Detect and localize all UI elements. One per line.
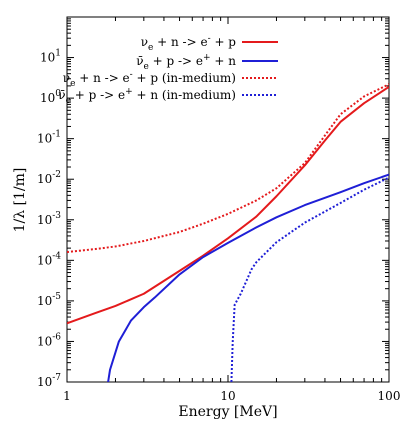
series-line-4 bbox=[230, 176, 389, 382]
legend: νe + n -> e- + pν̄e + p -> e+ + nνe + n … bbox=[58, 34, 278, 106]
ticks-layer: 1 10 100 10-7 10-6 10-5 10-4 10-3 10-2 10-1 100 101 bbox=[37, 17, 401, 403]
y-tick-label: 10-5 bbox=[37, 292, 61, 308]
legend-label-1: νe + n -> e- + p bbox=[141, 34, 237, 53]
x-tick-label: 100 bbox=[378, 389, 401, 403]
legend-label-3: νe + n -> e- + p (in-medium) bbox=[63, 70, 236, 89]
y-tick-label: 10-7 bbox=[37, 373, 61, 389]
series-line-2 bbox=[107, 173, 389, 382]
y-axis-label: 1/λ [1/m] bbox=[12, 168, 28, 233]
x-tick-label: 1 bbox=[63, 389, 71, 403]
y-tick-label: 101 bbox=[40, 49, 61, 65]
series-line-3 bbox=[67, 83, 389, 254]
legend-label-2: ν̄e + p -> e+ + n bbox=[136, 53, 236, 72]
series-layer bbox=[67, 83, 389, 382]
y-tick-label: 10-3 bbox=[37, 211, 61, 227]
y-tick-label: 10-1 bbox=[37, 130, 61, 146]
series-line-1 bbox=[67, 85, 389, 325]
y-tick-label: 10-2 bbox=[37, 170, 61, 186]
legend-label-4: ν̄e + p -> e+ + n (in-medium) bbox=[58, 87, 236, 106]
y-tick-label: 10-6 bbox=[37, 332, 61, 348]
y-tick-label: 10-4 bbox=[37, 251, 61, 267]
x-axis-label: Energy [MeV] bbox=[178, 404, 277, 420]
y-tick-label: 100 bbox=[40, 89, 61, 105]
x-tick-label: 10 bbox=[220, 389, 235, 403]
